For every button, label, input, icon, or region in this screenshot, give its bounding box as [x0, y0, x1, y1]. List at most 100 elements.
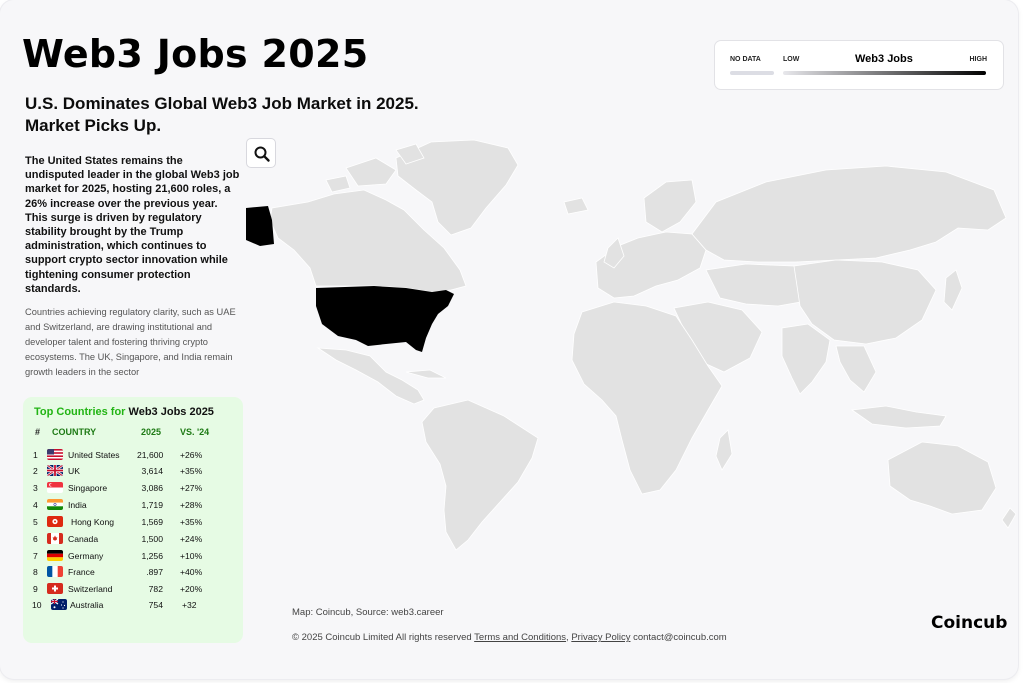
country-japan[interactable]: [943, 269, 963, 311]
row-value: .897: [146, 567, 163, 577]
table-title: Top Countries for Web3 Jobs 2025: [34, 406, 214, 418]
row-rank: 7: [33, 551, 38, 561]
country-alaska[interactable]: [246, 206, 274, 246]
region-scandinavia[interactable]: [643, 179, 697, 233]
hong-kong-flag-icon: [47, 516, 63, 527]
row-change: +24%: [180, 534, 203, 544]
copyright-text: © 2025 Coincub Limited All rights reserv…: [292, 632, 472, 643]
row-value: 1,569: [141, 517, 163, 527]
row-change: +10%: [180, 551, 203, 561]
world-map[interactable]: [246, 110, 1018, 560]
row-change: +35%: [180, 466, 203, 476]
legend-gradient-bar: [783, 71, 986, 75]
singapore-flag-icon: [47, 482, 63, 493]
row-country: United States: [68, 450, 120, 460]
row-rank: 6: [33, 534, 38, 544]
table-row: 5 Hong Kong 1,569 +35%: [23, 516, 243, 533]
region-africa[interactable]: [571, 301, 723, 495]
row-value: 754: [148, 600, 163, 610]
map-legend: NO DATA LOW Web3 Jobs HIGH: [714, 40, 1004, 90]
row-change: +28%: [180, 500, 203, 510]
region-europe[interactable]: [595, 231, 707, 299]
row-rank: 5: [33, 517, 38, 527]
country-greenland[interactable]: [395, 139, 519, 236]
row-change: +40%: [180, 567, 203, 577]
table-row: 6 Canada 1,500 +24%: [23, 533, 243, 550]
country-brazil[interactable]: [421, 399, 539, 551]
country-australia[interactable]: [887, 441, 997, 515]
switzerland-flag-icon: [47, 583, 63, 594]
row-change: +27%: [180, 483, 203, 493]
row-rank: 9: [33, 584, 38, 594]
legend-no-data-swatch: [730, 71, 774, 75]
table-row: 2 UK 3,614 +35%: [23, 465, 243, 482]
row-change: +32: [182, 600, 197, 610]
table-row: 7 Germany 1,256 +10%: [23, 550, 243, 567]
table-row: 4 India 1,719 +28%: [23, 499, 243, 516]
australia-flag-icon: [51, 599, 67, 610]
row-rank: 4: [33, 500, 38, 510]
row-value: 782: [148, 584, 163, 594]
uk-flag-icon: [47, 465, 63, 476]
germany-flag-icon: [47, 550, 63, 561]
legend-no-data-label: NO DATA: [730, 56, 761, 63]
legend-low-label: LOW: [783, 56, 800, 63]
row-country: UK: [68, 466, 80, 476]
country-madagascar[interactable]: [715, 429, 733, 471]
table-row: 10 Australia 754 +32: [23, 599, 243, 616]
country-cuba[interactable]: [405, 369, 447, 379]
terms-link[interactable]: Terms and Conditions: [474, 632, 567, 643]
top-countries-table: Top Countries for Web3 Jobs 2025 # COUNT…: [23, 397, 243, 643]
row-change: +20%: [180, 584, 203, 594]
row-change: +26%: [180, 450, 203, 460]
row-country: Hong Kong: [71, 517, 115, 527]
country-uk[interactable]: [603, 237, 625, 269]
search-icon: [254, 146, 270, 162]
country-canada-islands[interactable]: [325, 143, 425, 193]
country-iceland[interactable]: [563, 197, 589, 215]
row-value: 1,256: [141, 551, 163, 561]
page-subtitle: U.S. Dominates Global Web3 Job Market in…: [25, 94, 419, 135]
france-flag-icon: [47, 566, 63, 577]
row-value: 21,600: [137, 450, 164, 460]
privacy-link[interactable]: Privacy Policy: [571, 632, 631, 643]
country-canada[interactable]: [269, 189, 467, 293]
row-rank: 3: [33, 483, 38, 493]
header-rank: #: [35, 427, 41, 437]
lead-paragraph: The United States remains the undisputed…: [25, 155, 240, 295]
country-new-zealand[interactable]: [1001, 507, 1017, 529]
header-vs-24: VS. '24: [180, 427, 210, 437]
country-india[interactable]: [781, 323, 831, 395]
note-paragraph: Countries achieving regulatory clarity, …: [25, 307, 236, 377]
row-rank: 2: [33, 466, 38, 476]
legend-title: Web3 Jobs: [855, 53, 913, 65]
country-russia[interactable]: [691, 165, 1007, 263]
legend-high-label: HIGH: [969, 56, 988, 63]
region-southeast-asia[interactable]: [835, 345, 877, 393]
country-mexico[interactable]: [316, 347, 425, 405]
india-flag-icon: [47, 499, 63, 510]
page-title: Web3 Jobs 2025: [22, 32, 369, 76]
brand-logo: Coincub: [931, 613, 1008, 633]
table-row: 3 Singapore 3,086 +27%: [23, 482, 243, 499]
country-united-states[interactable]: [316, 286, 454, 352]
table-row: 1 United States 21,600 +26%: [23, 449, 243, 466]
row-rank: 1: [33, 450, 38, 460]
row-country: Germany: [68, 551, 104, 561]
header-country: COUNTRY: [52, 427, 97, 437]
table-title-black: Web3 Jobs 2025: [128, 406, 214, 418]
row-country: Switzerland: [68, 584, 113, 594]
row-country: Canada: [68, 534, 99, 544]
footer: © 2025 Coincub Limited All rights reserv…: [292, 632, 727, 643]
table-row: 8 France .897 +40%: [23, 566, 243, 583]
row-value: 1,500: [141, 534, 163, 544]
contact-email[interactable]: contact@coincub.com: [633, 632, 727, 643]
map-search-button[interactable]: [246, 138, 276, 168]
row-rank: 8: [33, 567, 38, 577]
region-indonesia[interactable]: [850, 405, 947, 429]
row-value: 1,719: [141, 500, 163, 510]
row-value: 3,614: [141, 466, 163, 476]
header-2025: 2025: [141, 427, 162, 437]
country-china[interactable]: [793, 259, 937, 345]
